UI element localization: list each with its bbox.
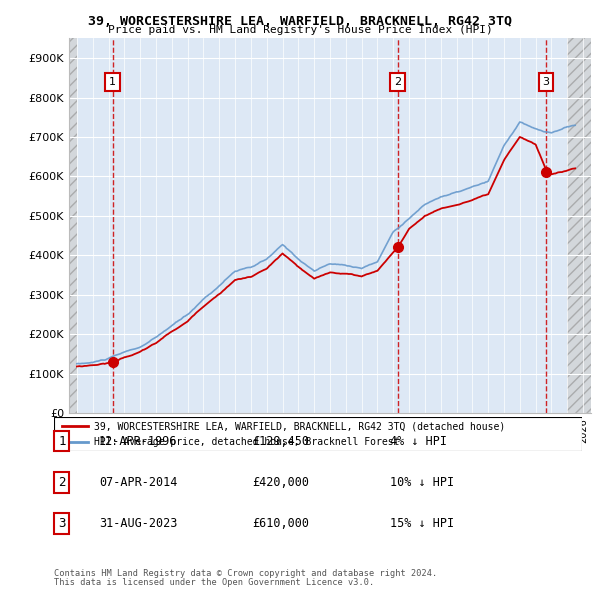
Text: 4% ↓ HPI: 4% ↓ HPI [390, 434, 447, 448]
Text: 2: 2 [394, 77, 401, 87]
Text: 1: 1 [58, 434, 65, 448]
FancyBboxPatch shape [54, 417, 582, 451]
Text: 12-APR-1996: 12-APR-1996 [99, 434, 178, 448]
Text: 15% ↓ HPI: 15% ↓ HPI [390, 517, 454, 530]
Text: £129,450: £129,450 [252, 434, 309, 448]
Text: £420,000: £420,000 [252, 476, 309, 489]
Text: 10% ↓ HPI: 10% ↓ HPI [390, 476, 454, 489]
Bar [567, 38, 591, 413]
Text: 3: 3 [58, 517, 65, 530]
Text: 1: 1 [109, 77, 116, 87]
Text: 3: 3 [542, 77, 550, 87]
Text: This data is licensed under the Open Government Licence v3.0.: This data is licensed under the Open Gov… [54, 578, 374, 587]
Text: 39, WORCESTERSHIRE LEA, WARFIELD, BRACKNELL, RG42 3TQ (detached house): 39, WORCESTERSHIRE LEA, WARFIELD, BRACKN… [94, 421, 505, 431]
Bar [69, 38, 77, 413]
Text: 07-APR-2014: 07-APR-2014 [99, 476, 178, 489]
Text: Contains HM Land Registry data © Crown copyright and database right 2024.: Contains HM Land Registry data © Crown c… [54, 569, 437, 578]
Text: £610,000: £610,000 [252, 517, 309, 530]
Text: 39, WORCESTERSHIRE LEA, WARFIELD, BRACKNELL, RG42 3TQ: 39, WORCESTERSHIRE LEA, WARFIELD, BRACKN… [88, 15, 512, 28]
Text: 2: 2 [58, 476, 65, 489]
Text: HPI: Average price, detached house, Bracknell Forest: HPI: Average price, detached house, Brac… [94, 437, 399, 447]
Text: 31-AUG-2023: 31-AUG-2023 [99, 517, 178, 530]
Text: Price paid vs. HM Land Registry's House Price Index (HPI): Price paid vs. HM Land Registry's House … [107, 25, 493, 35]
